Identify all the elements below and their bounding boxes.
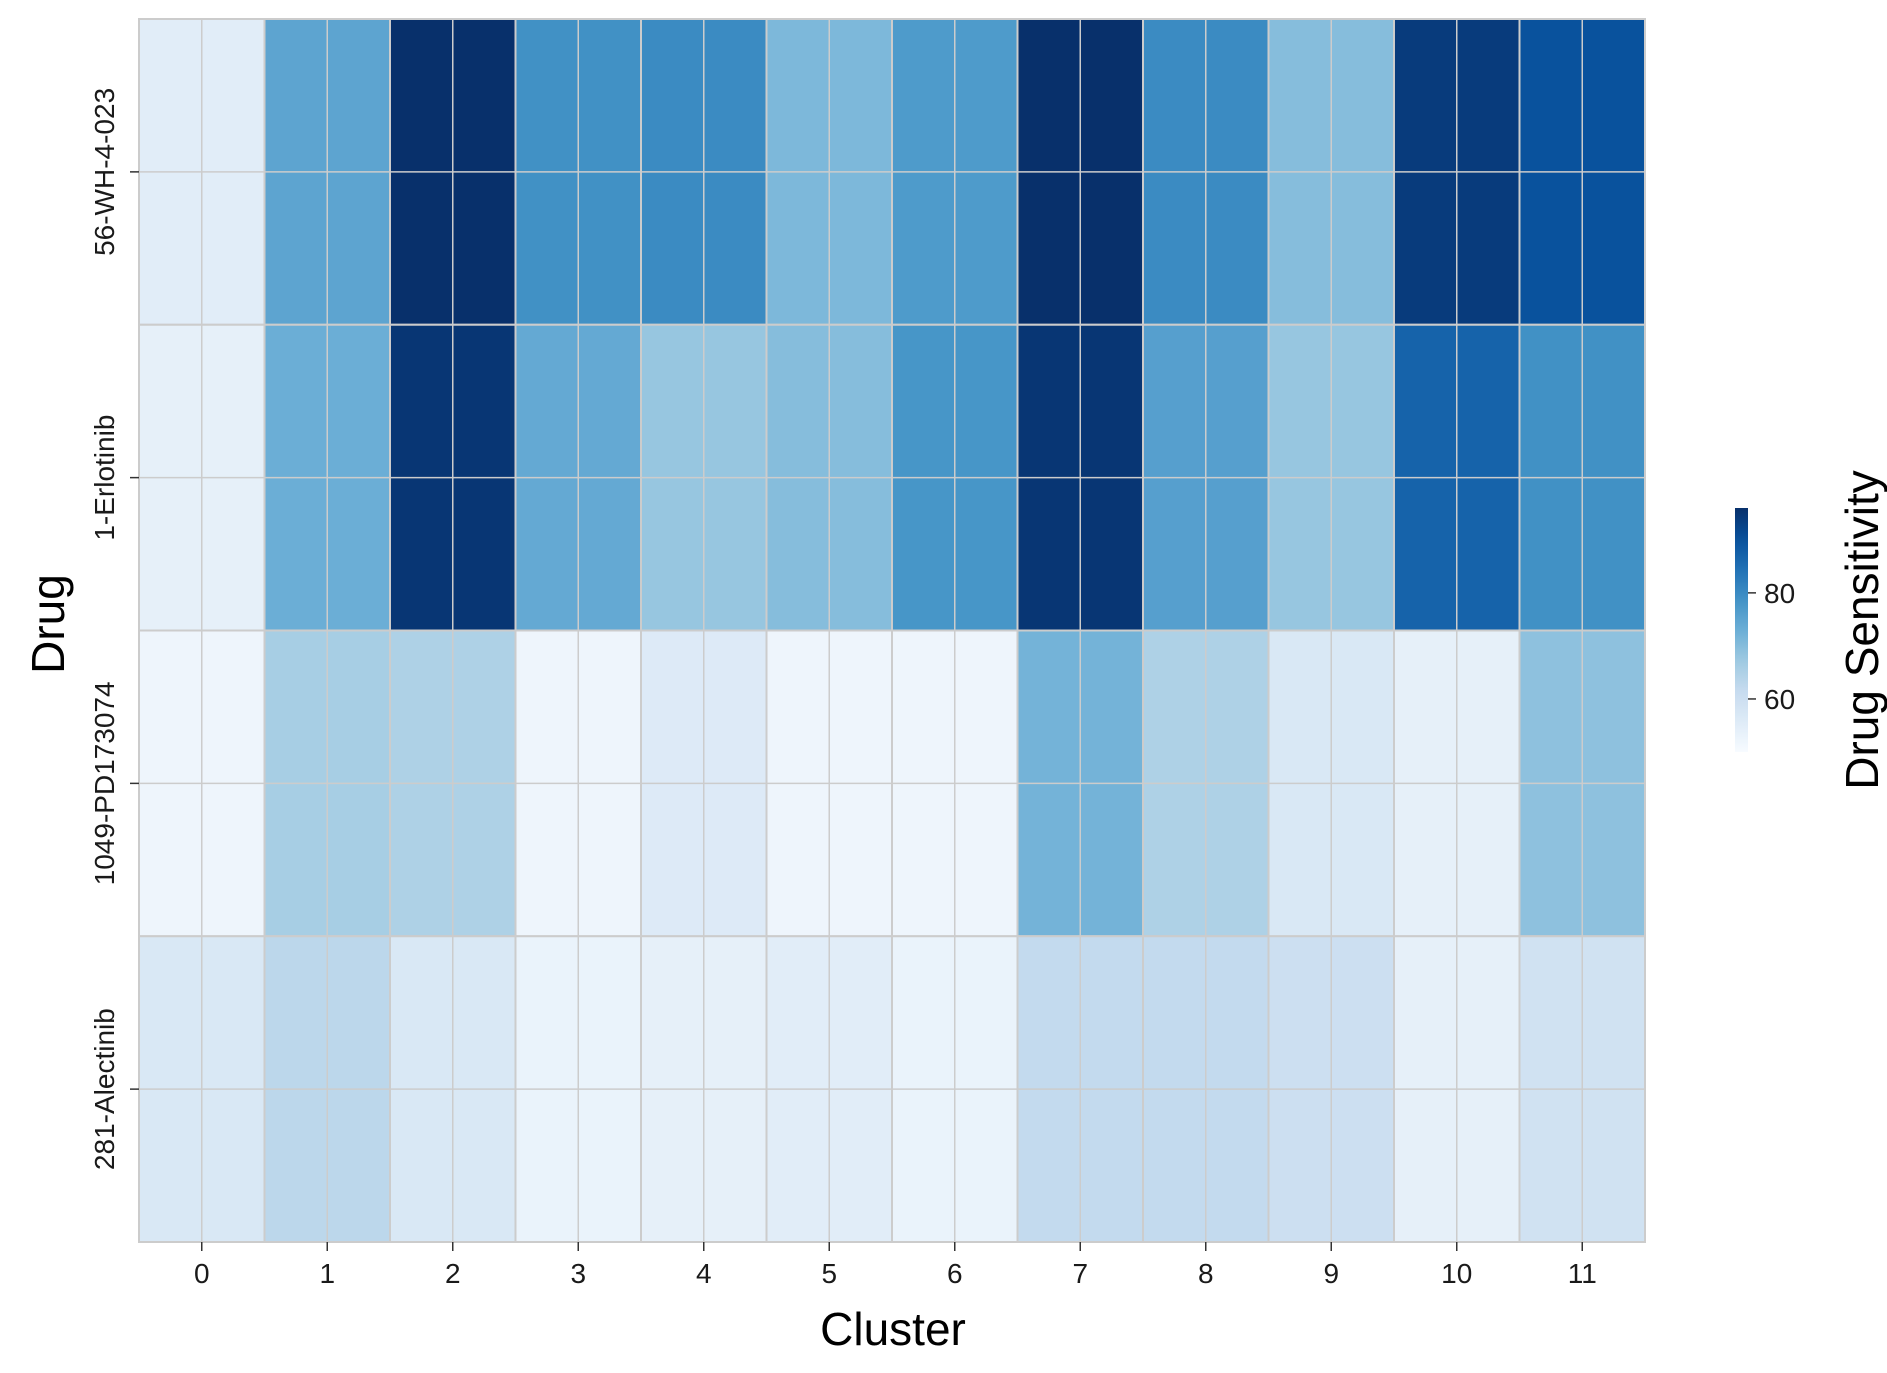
y-tick-label: 1049-PD173074 [89,681,120,885]
x-tick-label: 2 [445,1258,461,1289]
colorbar-title: Drug Sensitivity [1836,470,1887,790]
x-tick-label: 9 [1323,1258,1339,1289]
y-tick-label: 1-Erlotinib [89,415,120,541]
x-tick-label: 6 [947,1258,963,1289]
x-tick-label: 8 [1198,1258,1214,1289]
colorbar-gradient [1735,508,1748,752]
x-axis-title: Cluster [820,1303,966,1355]
colorbar-tick-label: 80 [1764,578,1795,609]
y-tick-label: 281-Alectinib [89,1008,120,1170]
x-tick-label: 11 [1568,1258,1597,1289]
x-tick-label: 1 [319,1258,335,1289]
y-axis-title: Drug [22,574,74,674]
colorbar: 60 80 [1735,508,1795,752]
x-tick-label: 3 [570,1258,586,1289]
plot-frame [138,18,1646,1243]
y-axis-ticks: 56-WH-4-023 1-Erlotinib 1049-PD173074 281-A… [89,88,139,1170]
y-tick-label: 56-WH-4-023 [89,88,120,256]
x-tick-label: 5 [821,1258,837,1289]
heatmap-cells [138,18,1646,1243]
x-tick-label: 4 [696,1258,712,1289]
colorbar-tick-label: 60 [1764,684,1795,715]
x-tick-label: 0 [194,1258,210,1289]
x-axis-ticks: 0 1 2 3 4 5 6 7 8 9 10 11 [194,1242,1597,1289]
x-tick-label: 10 [1441,1258,1472,1289]
x-tick-label: 7 [1072,1258,1088,1289]
